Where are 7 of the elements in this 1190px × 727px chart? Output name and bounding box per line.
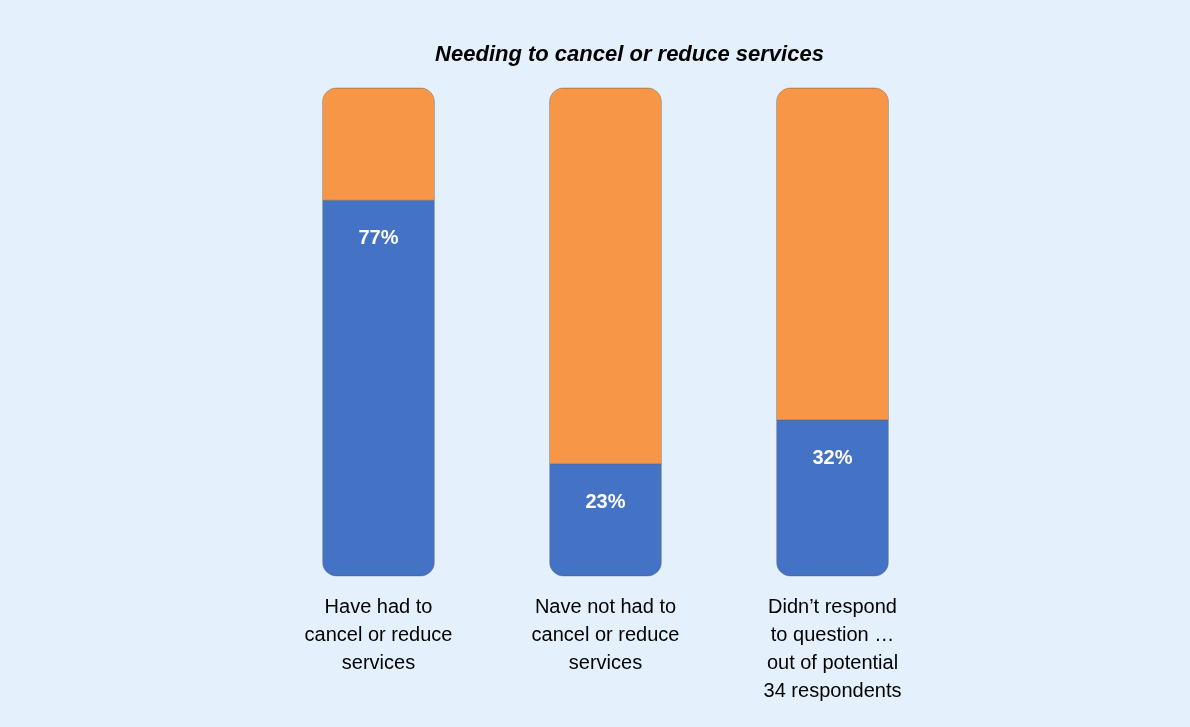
x-tick-label: Have had to cancel or reduce services <box>304 594 453 673</box>
data-label: 32% <box>812 445 853 468</box>
x-tick-label: Didn’t respond to question … out of potential 34 respondents <box>763 594 902 701</box>
data-label: 23% <box>585 489 626 512</box>
chart-title: Needing to cancel or reduce services <box>435 40 824 66</box>
data-label: 77% <box>358 226 399 249</box>
x-tick-label: Nave not had to cancel or reduce services <box>531 594 680 673</box>
